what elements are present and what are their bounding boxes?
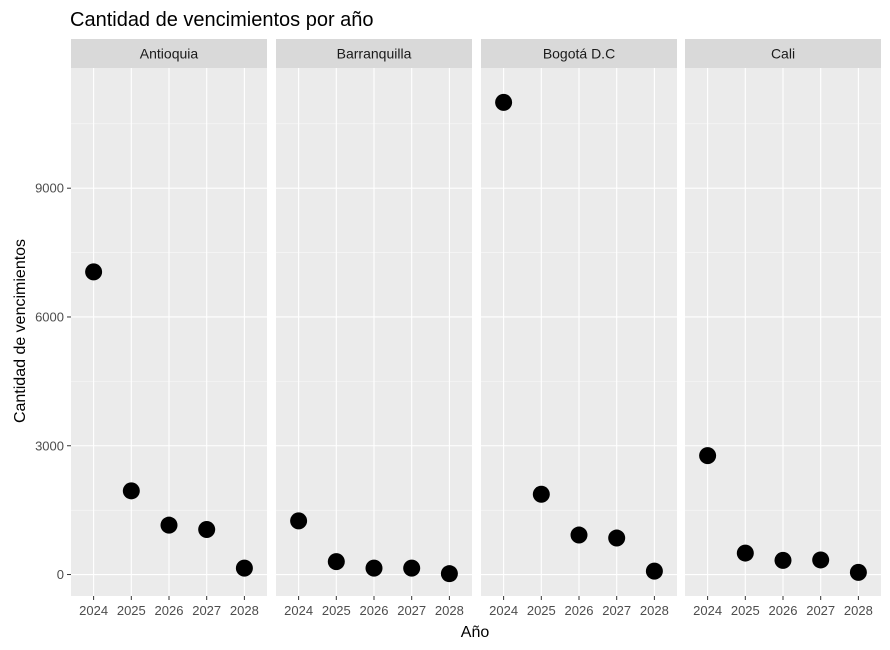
data-point — [440, 565, 458, 583]
data-point — [235, 559, 253, 577]
data-point — [327, 553, 345, 571]
facet-strip-label: Barranquilla — [337, 46, 412, 62]
facet-panel: Antioquia 2024 2025 2026 2027 2028 — [71, 39, 267, 618]
y-tick-label: 3000 — [35, 438, 64, 453]
x-tick-label: 2026 — [769, 603, 798, 618]
data-point — [532, 485, 550, 503]
facet-panel: Bogotá D.C 2024 2025 2026 2027 2028 — [481, 39, 677, 618]
data-point — [290, 512, 308, 530]
facet-panel: Cali 2024 2025 2026 2027 2028 — [685, 39, 881, 618]
x-tick-label: 2027 — [602, 603, 631, 618]
facet-panel: Barranquilla 2024 2025 2026 2027 2028 — [276, 39, 472, 618]
data-point — [608, 529, 626, 547]
facet-strip — [71, 39, 267, 68]
facet-strip — [276, 39, 472, 68]
facet-strip-label: Antioquia — [140, 46, 199, 62]
x-tick-label: 2025 — [322, 603, 351, 618]
y-tick-label: 9000 — [35, 181, 64, 196]
chart-title: Cantidad de vencimientos por año — [70, 9, 374, 31]
x-tick-label: 2024 — [693, 603, 722, 618]
facet-strip-label: Cali — [771, 46, 795, 62]
x-tick-label: 2026 — [360, 603, 389, 618]
data-point — [736, 544, 754, 562]
facet-strip-label: Bogotá D.C — [543, 46, 615, 62]
x-tick-label: 2026 — [565, 603, 594, 618]
data-point — [403, 559, 421, 577]
x-tick-label: 2024 — [489, 603, 518, 618]
x-tick-label: 2028 — [435, 603, 464, 618]
y-axis: 0 3000 6000 9000 — [35, 181, 71, 582]
x-tick-label: 2025 — [527, 603, 556, 618]
data-point — [849, 563, 867, 581]
data-point — [699, 447, 717, 465]
x-axis-title: Año — [461, 624, 490, 641]
x-tick-label: 2027 — [397, 603, 426, 618]
data-point — [645, 562, 663, 580]
x-tick-label: 2024 — [284, 603, 313, 618]
data-point — [160, 516, 178, 534]
y-tick-label: 6000 — [35, 309, 64, 324]
y-axis-title: Cantidad de vencimientos — [12, 239, 29, 423]
x-tick-label: 2024 — [79, 603, 108, 618]
x-tick-label: 2026 — [155, 603, 184, 618]
facet-strip — [685, 39, 881, 68]
x-tick-label: 2027 — [192, 603, 221, 618]
data-point — [365, 559, 383, 577]
x-tick-label: 2025 — [117, 603, 146, 618]
facet-strip — [481, 39, 677, 68]
data-point — [812, 551, 830, 569]
x-tick-label: 2028 — [640, 603, 669, 618]
data-point — [495, 93, 513, 111]
x-tick-label: 2028 — [230, 603, 259, 618]
y-tick-label: 0 — [57, 567, 64, 582]
x-tick-label: 2025 — [731, 603, 760, 618]
data-point — [198, 520, 216, 538]
data-point — [85, 263, 103, 281]
x-tick-label: 2027 — [806, 603, 835, 618]
data-point — [774, 551, 792, 569]
data-point — [570, 526, 588, 544]
data-point — [122, 482, 140, 500]
x-tick-label: 2028 — [844, 603, 873, 618]
